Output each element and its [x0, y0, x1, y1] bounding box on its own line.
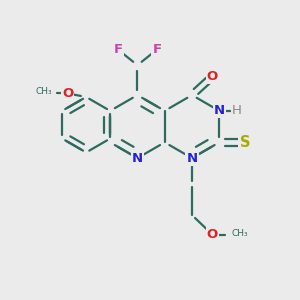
Text: O: O [62, 87, 73, 100]
Text: CH₃: CH₃ [232, 229, 248, 238]
Text: S: S [239, 135, 250, 150]
Text: F: F [152, 43, 161, 56]
Text: F: F [113, 43, 122, 56]
Text: N: N [186, 152, 198, 165]
Text: N: N [214, 104, 225, 117]
Text: N: N [132, 152, 143, 165]
Text: CH₃: CH₃ [35, 87, 52, 96]
Text: O: O [207, 228, 218, 241]
Text: H: H [232, 104, 242, 117]
Text: O: O [207, 70, 218, 83]
